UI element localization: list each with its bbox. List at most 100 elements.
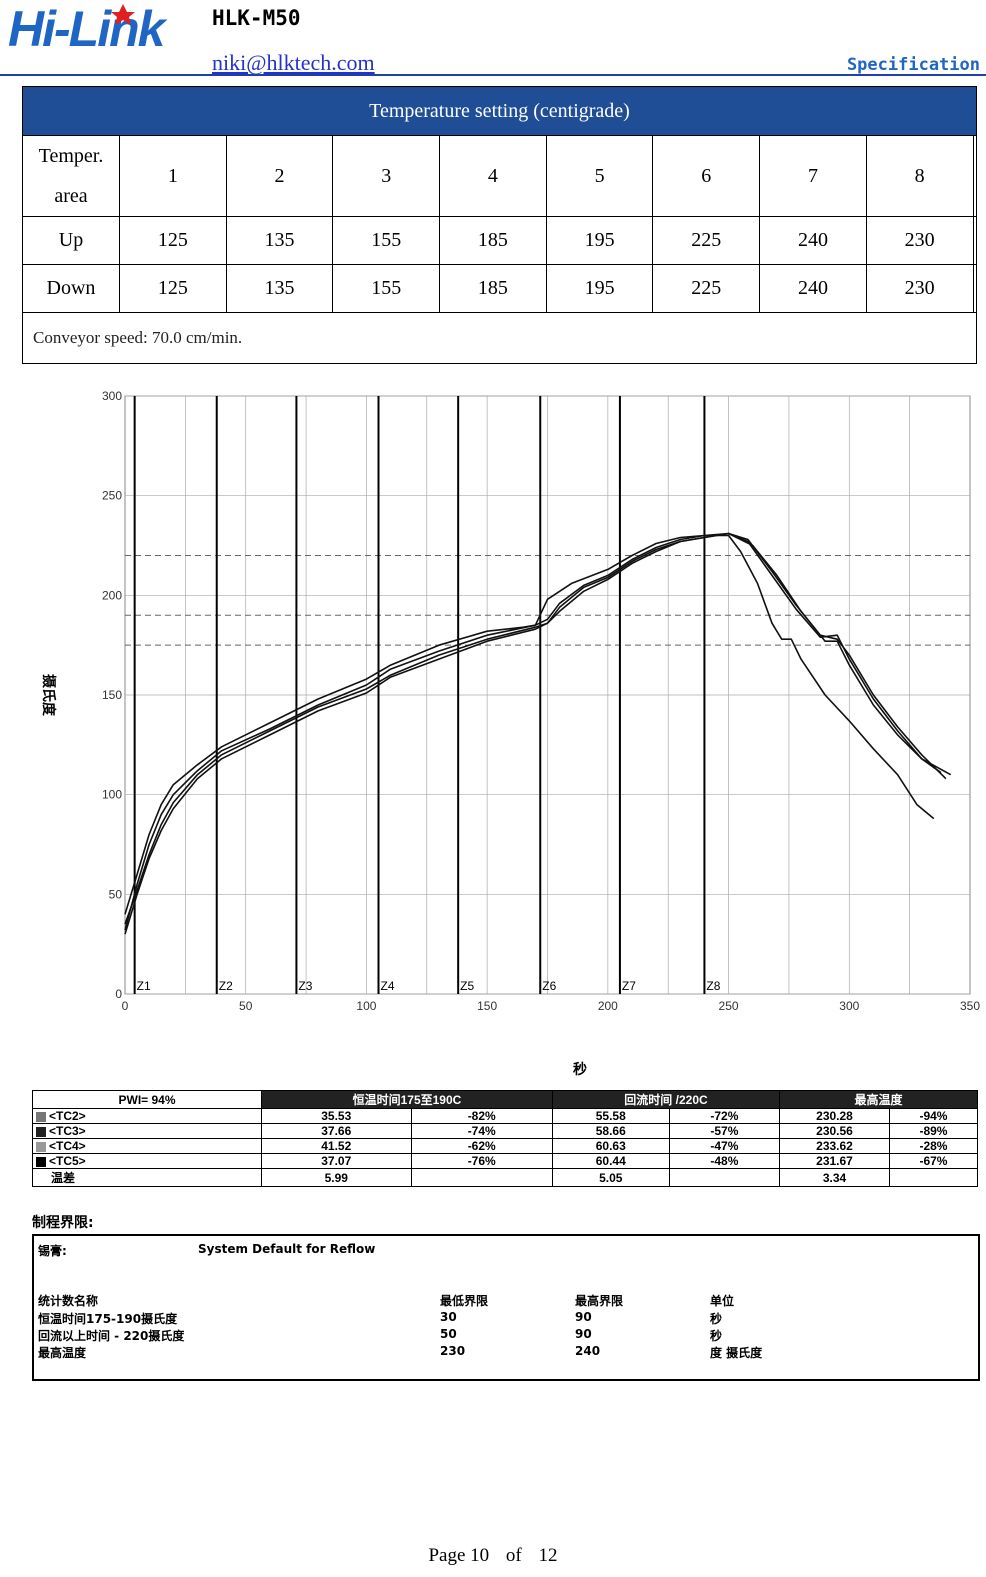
limit-name: 恒温时间175-190摄氏度 bbox=[38, 1312, 178, 1326]
zone-label: Z8 bbox=[706, 979, 720, 993]
reflow-pct: -72% bbox=[668, 1108, 781, 1124]
col-low-header: 最低界限 bbox=[440, 1294, 489, 1308]
zone-header-row: Temper. area 1 2 3 4 5 6 7 8 bbox=[22, 135, 977, 217]
soak-value: 37.66 bbox=[261, 1123, 412, 1139]
process-limits-box: 锡膏: System Default for Reflow 统计数名称 最低界限… bbox=[32, 1234, 980, 1381]
temperature-setting-table: Temperature setting (centigrade) Temper.… bbox=[22, 86, 977, 364]
value-cell: 155 bbox=[332, 264, 441, 313]
soak-value: 37.07 bbox=[261, 1153, 412, 1169]
soak-value: 35.53 bbox=[261, 1108, 412, 1124]
zone-cell bbox=[972, 135, 977, 217]
value-cell bbox=[972, 216, 977, 265]
zone-cell: 3 bbox=[332, 135, 441, 217]
reflow-header: 回流时间 /220C bbox=[551, 1090, 781, 1109]
tc-label: <TC5> bbox=[32, 1153, 262, 1169]
series-line bbox=[124, 532, 947, 935]
y-tick-label: 300 bbox=[102, 389, 122, 403]
y-tick-label: 150 bbox=[102, 688, 122, 702]
x-axis-label: 秒 bbox=[573, 1061, 587, 1078]
x-tick-label: 0 bbox=[122, 999, 129, 1013]
series-line bbox=[124, 534, 935, 915]
limit-low: 230 bbox=[440, 1344, 466, 1358]
zone-label: Z3 bbox=[298, 979, 312, 993]
stats-header-row: PWI= 94% 恒温时间175至190C 回流时间 /220C 最高温度 bbox=[32, 1090, 978, 1109]
zone-cell: 2 bbox=[225, 135, 334, 217]
value-cell: 230 bbox=[865, 216, 974, 265]
soak-pct: -62% bbox=[410, 1138, 553, 1154]
value-cell: 240 bbox=[759, 216, 867, 265]
page-number: Page 10 bbox=[428, 1545, 490, 1566]
value-cell bbox=[972, 264, 977, 313]
reflow-pct: -57% bbox=[668, 1123, 781, 1139]
reflow-value: 55.58 bbox=[551, 1108, 670, 1124]
zone-cell: 1 bbox=[119, 135, 227, 217]
reflow-pct: -48% bbox=[668, 1153, 781, 1169]
zone-label: Z1 bbox=[137, 979, 151, 993]
zone-label: Z5 bbox=[460, 979, 474, 993]
soak-header: 恒温时间175至190C bbox=[261, 1090, 553, 1109]
stats-table: PWI= 94% 恒温时间175至190C 回流时间 /220C 最高温度 <T… bbox=[32, 1090, 979, 1187]
y-tick-label: 250 bbox=[102, 489, 122, 503]
limit-unit: 秒 bbox=[710, 1312, 723, 1326]
contact-email[interactable]: niki@hlktech.com bbox=[212, 50, 375, 75]
col-unit-header: 单位 bbox=[710, 1294, 735, 1308]
peak-pct: -94% bbox=[888, 1108, 979, 1124]
value-cell: 195 bbox=[545, 264, 654, 313]
limit-low: 30 bbox=[440, 1310, 457, 1324]
stats-panel: PWI= 94% 恒温时间175至190C 回流时间 /220C 最高温度 <T… bbox=[32, 1090, 979, 1187]
value-cell: 185 bbox=[439, 216, 547, 265]
reflow-value: 60.44 bbox=[551, 1153, 670, 1169]
x-tick-label: 50 bbox=[239, 999, 253, 1013]
value-cell: 125 bbox=[119, 264, 227, 313]
paste-value: System Default for Reflow bbox=[198, 1242, 376, 1256]
limits-title: 制程界限: bbox=[32, 1215, 94, 1231]
y-tick-label: 50 bbox=[109, 887, 123, 901]
series-line bbox=[124, 532, 952, 925]
peak-value: 233.62 bbox=[779, 1138, 890, 1154]
col-name-header: 统计数名称 bbox=[38, 1294, 99, 1308]
conveyor-speed: Conveyor speed: 70.0 cm/min. bbox=[22, 312, 977, 364]
paste-label: 锡膏: bbox=[38, 1244, 67, 1258]
pwi-value: PWI= 94% bbox=[32, 1090, 262, 1109]
chart-svg: Z1 Z2 Z3 Z4 Z5 Z6 Z7 Z8 0 50 100 150 200 250 300 0 50 100… bbox=[40, 389, 980, 1078]
reflow-profile-chart: Z1 Z2 Z3 Z4 Z5 Z6 Z7 Z8 0 50 100 150 200 250 300 0 50 100… bbox=[0, 378, 986, 1078]
zone-label: Z4 bbox=[381, 979, 395, 993]
soak-pct: -82% bbox=[410, 1108, 553, 1124]
x-tick-label: 200 bbox=[598, 999, 618, 1013]
y-tick-label: 100 bbox=[102, 788, 122, 802]
y-tick-label: 200 bbox=[102, 588, 122, 602]
table-row: Up 125 135 155 185 195 225 240 230 bbox=[22, 216, 977, 265]
x-tick-label: 350 bbox=[960, 999, 980, 1013]
value-cell: 225 bbox=[652, 216, 761, 265]
peak-header: 最高温度 bbox=[779, 1090, 978, 1109]
row-label: Up bbox=[22, 216, 120, 265]
limit-unit: 秒 bbox=[710, 1329, 723, 1343]
value-cell: 240 bbox=[759, 264, 867, 313]
zone-cell: 4 bbox=[439, 135, 547, 217]
limit-name: 最高温度 bbox=[38, 1346, 87, 1360]
value-cell: 125 bbox=[119, 216, 227, 265]
zone-label: Z6 bbox=[542, 979, 556, 993]
value-cell: 225 bbox=[652, 264, 761, 313]
tc-label: <TC2> bbox=[32, 1108, 262, 1124]
page-footer: Page 10 of 12 bbox=[0, 1545, 986, 1567]
x-tick-label: 150 bbox=[477, 999, 497, 1013]
value-cell: 155 bbox=[332, 216, 441, 265]
doc-type: Specification bbox=[846, 55, 980, 75]
row-label: Down bbox=[22, 264, 120, 313]
diff-soak: 5.99 bbox=[261, 1168, 412, 1187]
value-cell: 195 bbox=[545, 216, 654, 265]
page-total: 12 bbox=[538, 1545, 558, 1566]
logo-graphic: Hi-Link bbox=[8, 1, 170, 57]
tc-label: <TC4> bbox=[32, 1138, 262, 1154]
temp-table-title: Temperature setting (centigrade) bbox=[22, 86, 977, 136]
reflow-value: 60.63 bbox=[551, 1138, 670, 1154]
diff-label: 温差 bbox=[32, 1168, 262, 1187]
value-cell: 185 bbox=[439, 264, 547, 313]
value-cell: 230 bbox=[865, 264, 974, 313]
zone-label: Z7 bbox=[622, 979, 636, 993]
model-name: HLK-M50 bbox=[212, 6, 301, 30]
svg-text:Hi-Link: Hi-Link bbox=[8, 2, 168, 52]
peak-pct: -28% bbox=[888, 1138, 979, 1154]
stats-row: <TC3> 37.66 -74% 58.66 -57% 230.56 -89% bbox=[32, 1123, 979, 1139]
